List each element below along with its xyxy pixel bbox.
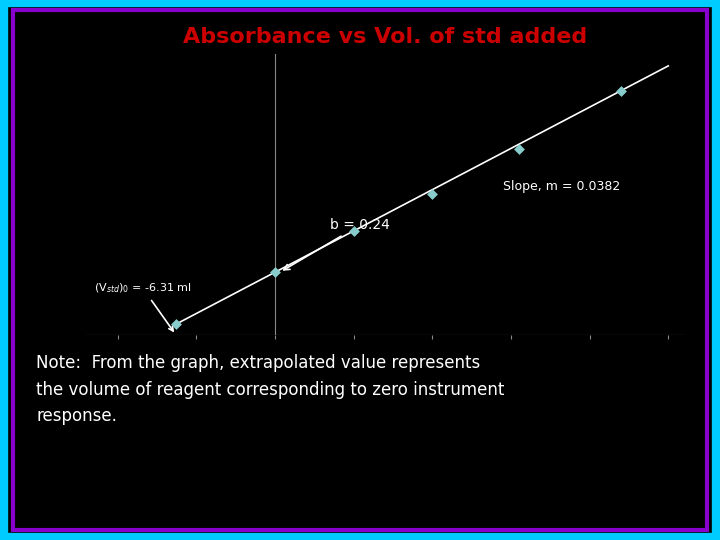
- Text: Note:  From the graph, extrapolated value represents
the volume of reagent corre: Note: From the graph, extrapolated value…: [36, 354, 505, 426]
- Text: Slope, m = 0.0382: Slope, m = 0.0382: [503, 180, 621, 193]
- Point: [616, 86, 627, 95]
- Text: b = 0.24: b = 0.24: [284, 218, 390, 270]
- Title: Absorbance vs Vol. of std added: Absorbance vs Vol. of std added: [183, 27, 588, 47]
- Point: [170, 320, 181, 328]
- Point: [427, 190, 438, 199]
- Point: [513, 145, 525, 153]
- Point: [269, 268, 281, 276]
- Text: (V$_{std}$)$_0$ = -6.31 ml: (V$_{std}$)$_0$ = -6.31 ml: [94, 282, 192, 331]
- Point: [348, 227, 359, 235]
